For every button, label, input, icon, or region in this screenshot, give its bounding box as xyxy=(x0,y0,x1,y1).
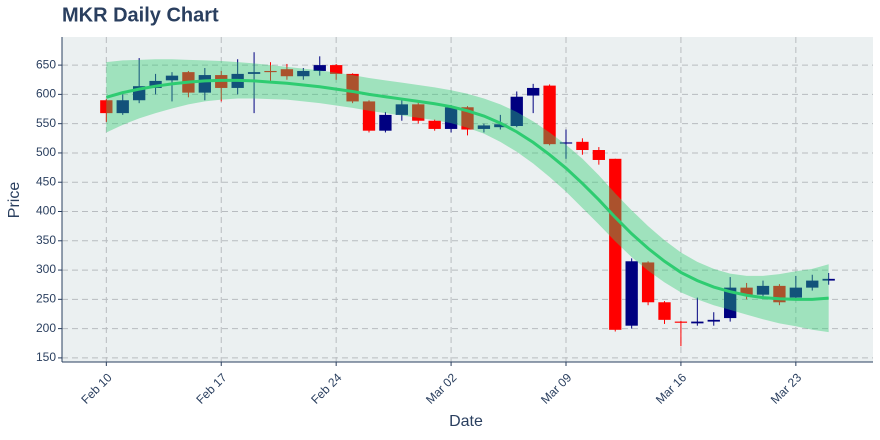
y-tick-label: 150 xyxy=(36,350,56,364)
candle-body xyxy=(362,101,376,131)
candle-body xyxy=(379,114,392,131)
x-tick-label: Mar 09 xyxy=(538,370,575,407)
y-tick-label: 200 xyxy=(36,321,56,335)
candle-body xyxy=(280,69,294,77)
candle-body xyxy=(543,85,556,145)
y-tick-label: 650 xyxy=(36,57,56,71)
x-tick-label: Mar 02 xyxy=(423,370,460,407)
y-tick-label: 550 xyxy=(36,116,56,130)
candle-body xyxy=(100,100,113,114)
candle-body xyxy=(412,104,425,121)
trend-layer xyxy=(105,59,829,333)
y-tick-label: 400 xyxy=(36,204,56,218)
candle-layer xyxy=(100,52,835,347)
candle-body xyxy=(707,319,720,322)
candle-body xyxy=(395,104,408,115)
candle-body xyxy=(559,142,573,144)
candle-body xyxy=(428,120,441,129)
candle-body xyxy=(641,262,655,303)
x-tick-label: Feb 10 xyxy=(78,370,115,407)
candle-body xyxy=(740,287,753,295)
candle-body xyxy=(658,302,671,320)
x-axis-title: Date xyxy=(449,413,483,430)
candle-body xyxy=(691,321,704,324)
x-tick-label: Mar 16 xyxy=(653,370,690,407)
y-tick-label: 450 xyxy=(36,174,56,188)
candle-body xyxy=(346,73,359,102)
candle-body xyxy=(609,158,622,330)
trend-line xyxy=(105,78,829,301)
candle-body xyxy=(789,287,802,298)
y-tick-label: 600 xyxy=(36,87,56,101)
candle-body xyxy=(313,65,326,71)
candle-body xyxy=(165,75,179,81)
candle-body xyxy=(264,70,277,73)
candle-body xyxy=(444,107,458,129)
candle-body xyxy=(494,124,507,128)
candle-body xyxy=(576,141,589,151)
candle-body xyxy=(756,285,770,295)
candle-body xyxy=(116,100,129,114)
candle-body xyxy=(724,287,737,319)
y-tick-label: 350 xyxy=(36,233,56,247)
candle-body xyxy=(149,80,162,88)
y-tick-label: 250 xyxy=(36,292,56,306)
chart-title: MKR Daily Chart xyxy=(62,4,219,26)
candle-body xyxy=(297,70,310,77)
y-tick-label: 300 xyxy=(36,262,56,276)
candle-body xyxy=(625,261,638,326)
x-tick-label: Feb 17 xyxy=(193,370,230,407)
candle-body xyxy=(527,87,540,96)
candle-body xyxy=(510,96,523,127)
plot-background xyxy=(62,37,873,362)
x-tick-label: Mar 23 xyxy=(768,370,805,407)
y-axis-title: Price xyxy=(6,182,23,219)
confidence-band xyxy=(106,59,829,333)
grid-layer xyxy=(62,37,873,362)
candle-body xyxy=(806,280,819,288)
candle-body xyxy=(330,65,343,74)
candle-body xyxy=(674,321,688,323)
y-tick-label: 500 xyxy=(36,145,56,159)
candle-body xyxy=(822,278,835,281)
candle-body xyxy=(247,72,261,74)
x-tick-label: Feb 24 xyxy=(308,370,345,407)
candle-body xyxy=(592,150,605,160)
candle-body xyxy=(477,125,491,129)
